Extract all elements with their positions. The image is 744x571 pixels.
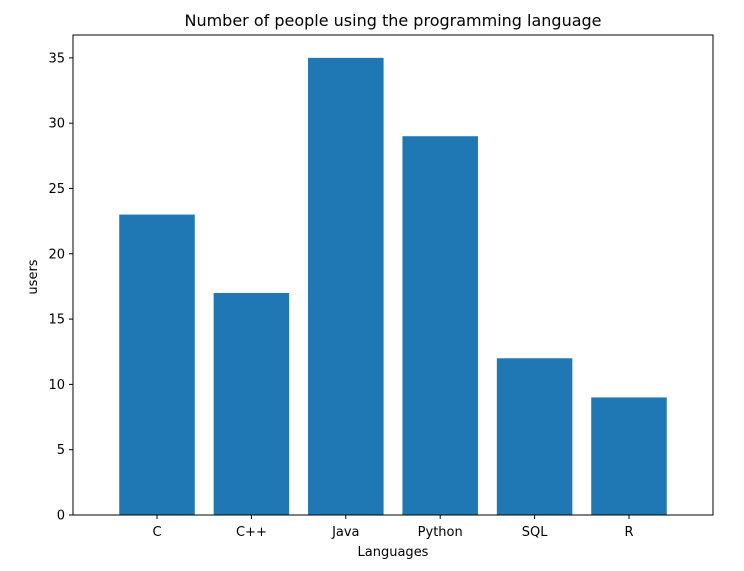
x-tick-label: Python [418,525,463,540]
y-tick-label: 20 [48,247,65,262]
y-tick-label: 5 [57,443,65,458]
y-tick-label: 30 [48,117,65,132]
x-axis: C C++ Java Python SQL R [152,515,634,540]
x-tick-label: SQL [522,525,548,540]
chart-title: Number of people using the programming l… [184,11,601,30]
bar-cplusplus [213,292,290,515]
y-tick-label: 0 [57,509,65,524]
bar-java [308,57,384,515]
y-axis: 0 5 10 15 20 25 30 35 [48,51,73,524]
y-axis-label: users [26,259,41,294]
x-tick-label: C++ [236,525,267,540]
bar-python [402,136,478,515]
y-tick-label: 35 [48,51,65,66]
x-tick-label: C [152,525,161,540]
x-tick-label: Java [331,525,359,540]
y-tick-label: 10 [48,378,65,393]
y-tick-label: 15 [48,313,65,328]
bar-r [591,397,667,515]
x-axis-label: Languages [358,545,429,560]
watermark: 知乎 @NullCat [586,529,725,553]
bar-sql [496,358,573,515]
y-tick-label: 25 [48,182,65,197]
bar-c [119,214,195,515]
plot-frame [72,34,714,516]
x-tick-label: R [624,525,633,540]
bars-group [119,57,667,515]
